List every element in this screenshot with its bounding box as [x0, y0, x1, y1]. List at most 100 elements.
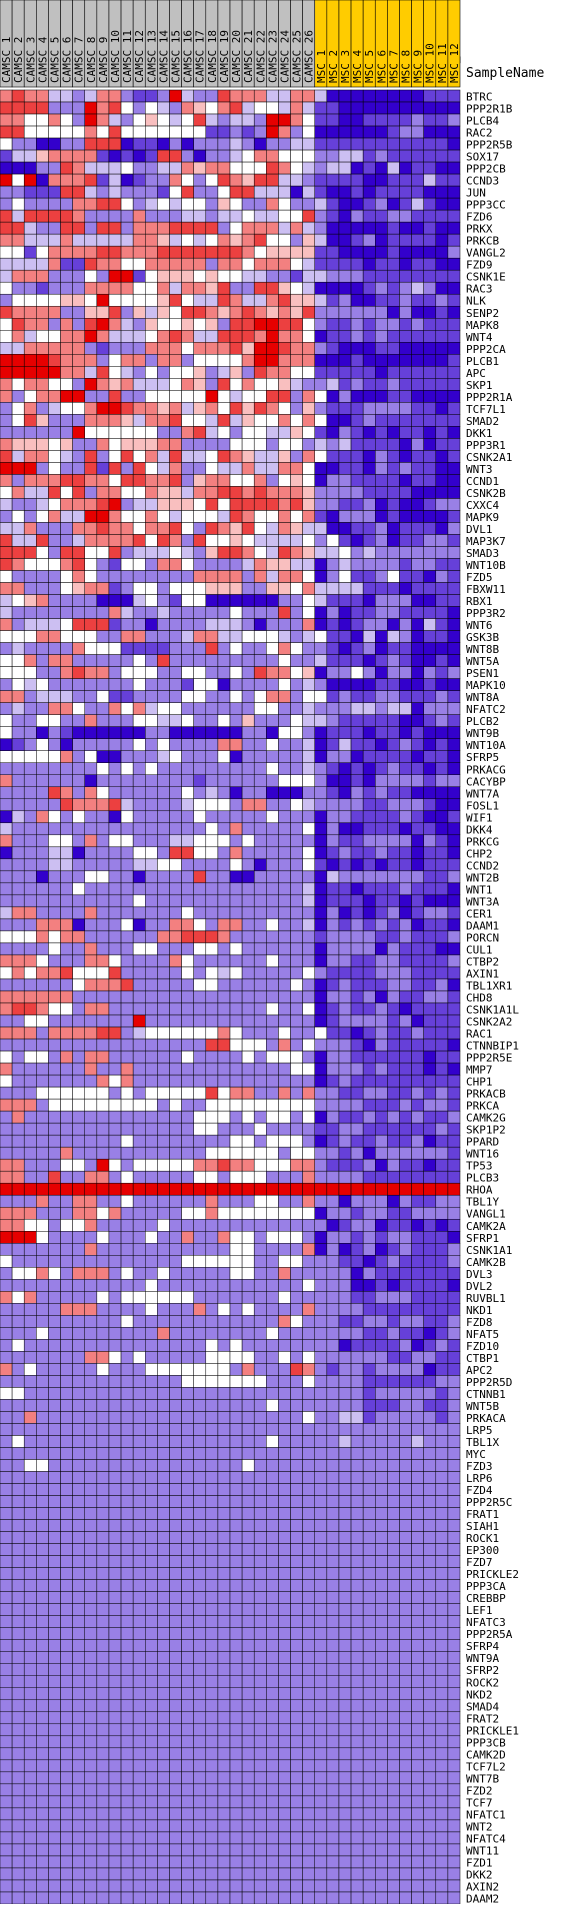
heatmap-cell: [132, 1206, 146, 1220]
heatmap-cell: [314, 1002, 328, 1016]
heatmap-cell: [108, 810, 122, 824]
heatmap-cell: [326, 378, 340, 391]
heatmap-cell: [108, 1110, 122, 1124]
heatmap-cell: [362, 1351, 376, 1364]
heatmap-cell: [241, 149, 255, 163]
heatmap-cell: [302, 690, 315, 703]
heatmap-cell: [290, 1483, 303, 1496]
heatmap-cell: [193, 942, 207, 956]
heatmap-cell: [217, 221, 231, 235]
heatmap-cell: [157, 618, 170, 631]
heatmap-cell: [302, 642, 315, 655]
heatmap-cell: [253, 882, 267, 896]
heatmap-cell: [84, 570, 98, 583]
heatmap-cell: [205, 738, 219, 751]
heatmap-cell: [108, 185, 122, 199]
heatmap-cell: [435, 185, 449, 199]
heatmap-cell: [423, 366, 437, 379]
heatmap-cell: [362, 630, 376, 643]
heatmap-cell: [60, 269, 73, 283]
heatmap-cell: [36, 702, 49, 715]
heatmap-cell: [326, 366, 340, 379]
heatmap-cell: [290, 942, 303, 956]
heatmap-cell: [84, 1351, 98, 1364]
heatmap-cell: [399, 1447, 412, 1460]
heatmap-cell: [72, 882, 85, 896]
heatmap-cell: [350, 1447, 364, 1460]
heatmap-cell: [48, 113, 61, 127]
heatmap-cell: [193, 1351, 207, 1364]
heatmap-cell: [205, 426, 219, 439]
heatmap-cell: [435, 1399, 449, 1412]
heatmap-cell: [338, 630, 352, 643]
heatmap-cell: [72, 714, 85, 727]
heatmap-cell: [60, 281, 73, 295]
heatmap-cell: [350, 1110, 364, 1124]
heatmap-cell: [120, 366, 134, 379]
heatmap-cell: [96, 1579, 110, 1592]
heatmap-cell: [169, 918, 182, 932]
heatmap-cell: [48, 1615, 61, 1628]
heatmap-cell: [181, 1591, 194, 1604]
heatmap-cell: [435, 978, 449, 992]
heatmap-cell: [0, 570, 13, 583]
heatmap-cell: [241, 834, 255, 848]
heatmap-cell: [217, 894, 231, 908]
heatmap-cell: [290, 870, 303, 884]
heatmap-cell: [266, 990, 279, 1004]
heatmap-cell: [96, 1002, 110, 1016]
heatmap-cell: [132, 750, 146, 763]
heatmap-cell: [157, 293, 170, 307]
heatmap-cell: [399, 570, 412, 583]
heatmap-cell: [169, 906, 182, 920]
heatmap-cell: [399, 834, 412, 848]
column-header-msc-3: MSC_3: [339, 50, 352, 83]
heatmap-cell: [48, 1531, 61, 1544]
heatmap-cell: [302, 233, 315, 247]
heatmap-cell: [169, 570, 182, 583]
heatmap-cell: [217, 642, 231, 655]
heatmap-cell: [241, 125, 255, 139]
heatmap-cell: [399, 1146, 412, 1160]
heatmap-cell: [447, 318, 461, 331]
heatmap-cell: [217, 101, 231, 115]
heatmap-cell: [23, 1327, 37, 1340]
heatmap-cell: [157, 1387, 170, 1400]
heatmap-cell: [350, 414, 364, 427]
heatmap-cell: [423, 1050, 437, 1064]
heatmap-cell: [108, 1387, 122, 1400]
heatmap-cell: [278, 89, 291, 103]
heatmap-cell: [108, 354, 122, 367]
heatmap-cell: [48, 1435, 61, 1448]
heatmap-cell: [72, 209, 85, 223]
heatmap-cell: [217, 1591, 231, 1604]
heatmap-cell: [157, 1639, 170, 1652]
heatmap-cell: [399, 498, 412, 511]
heatmap-cell: [60, 305, 73, 319]
heatmap-cell: [0, 990, 13, 1004]
heatmap-cell: [60, 858, 73, 872]
heatmap-cell: [314, 750, 328, 763]
heatmap-cell: [399, 293, 412, 307]
heatmap-cell: [278, 486, 291, 499]
heatmap-cell: [241, 1459, 255, 1472]
heatmap-cell: [205, 966, 219, 980]
heatmap-cell: [278, 1567, 291, 1580]
heatmap-cell: [387, 1579, 400, 1592]
heatmap-cell: [193, 906, 207, 920]
heatmap-cell: [145, 354, 158, 367]
heatmap-cell: [23, 570, 37, 583]
heatmap-cell: [326, 678, 340, 691]
heatmap-cell: [362, 1038, 376, 1052]
heatmap-cell: [266, 318, 279, 331]
heatmap-cell: [0, 1206, 13, 1220]
heatmap-cell: [120, 1315, 134, 1328]
heatmap-cell: [36, 1615, 49, 1628]
heatmap-cell: [169, 1002, 182, 1016]
heatmap-cell: [435, 1423, 449, 1436]
heatmap-cell: [266, 1603, 279, 1616]
heatmap-cell: [253, 846, 267, 860]
heatmap-cell: [0, 1267, 13, 1280]
heatmap-cell: [169, 726, 182, 739]
heatmap-cell: [435, 1279, 449, 1292]
